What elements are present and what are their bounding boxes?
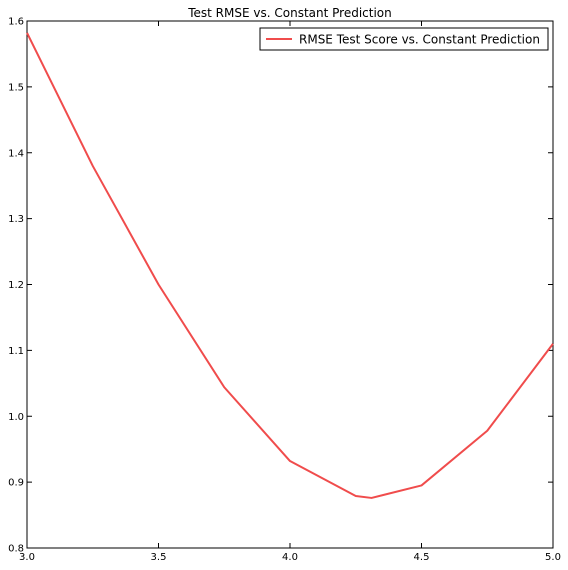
y-tick-label: 1.3 (8, 214, 24, 225)
y-tick-label: 1.2 (8, 280, 24, 291)
legend-label: RMSE Test Score vs. Constant Prediction (299, 33, 540, 47)
y-tick-label: 1.4 (8, 148, 24, 159)
y-tick-label: 1.0 (8, 412, 24, 423)
y-tick-label: 1.6 (8, 17, 24, 28)
x-tick-label: 4.5 (414, 552, 430, 563)
y-tick-label: 0.8 (8, 544, 24, 555)
y-tick-label: 1.5 (8, 82, 24, 93)
chart-title: Test RMSE vs. Constant Prediction (187, 6, 392, 20)
plot-frame (27, 21, 553, 548)
x-tick-label: 3.5 (151, 552, 167, 563)
x-tick-label: 5.0 (545, 552, 561, 563)
x-tick-label: 4.0 (282, 552, 298, 563)
y-tick-label: 0.9 (8, 478, 24, 489)
y-tick-label: 1.1 (8, 346, 24, 357)
legend: RMSE Test Score vs. Constant Prediction (260, 28, 548, 50)
